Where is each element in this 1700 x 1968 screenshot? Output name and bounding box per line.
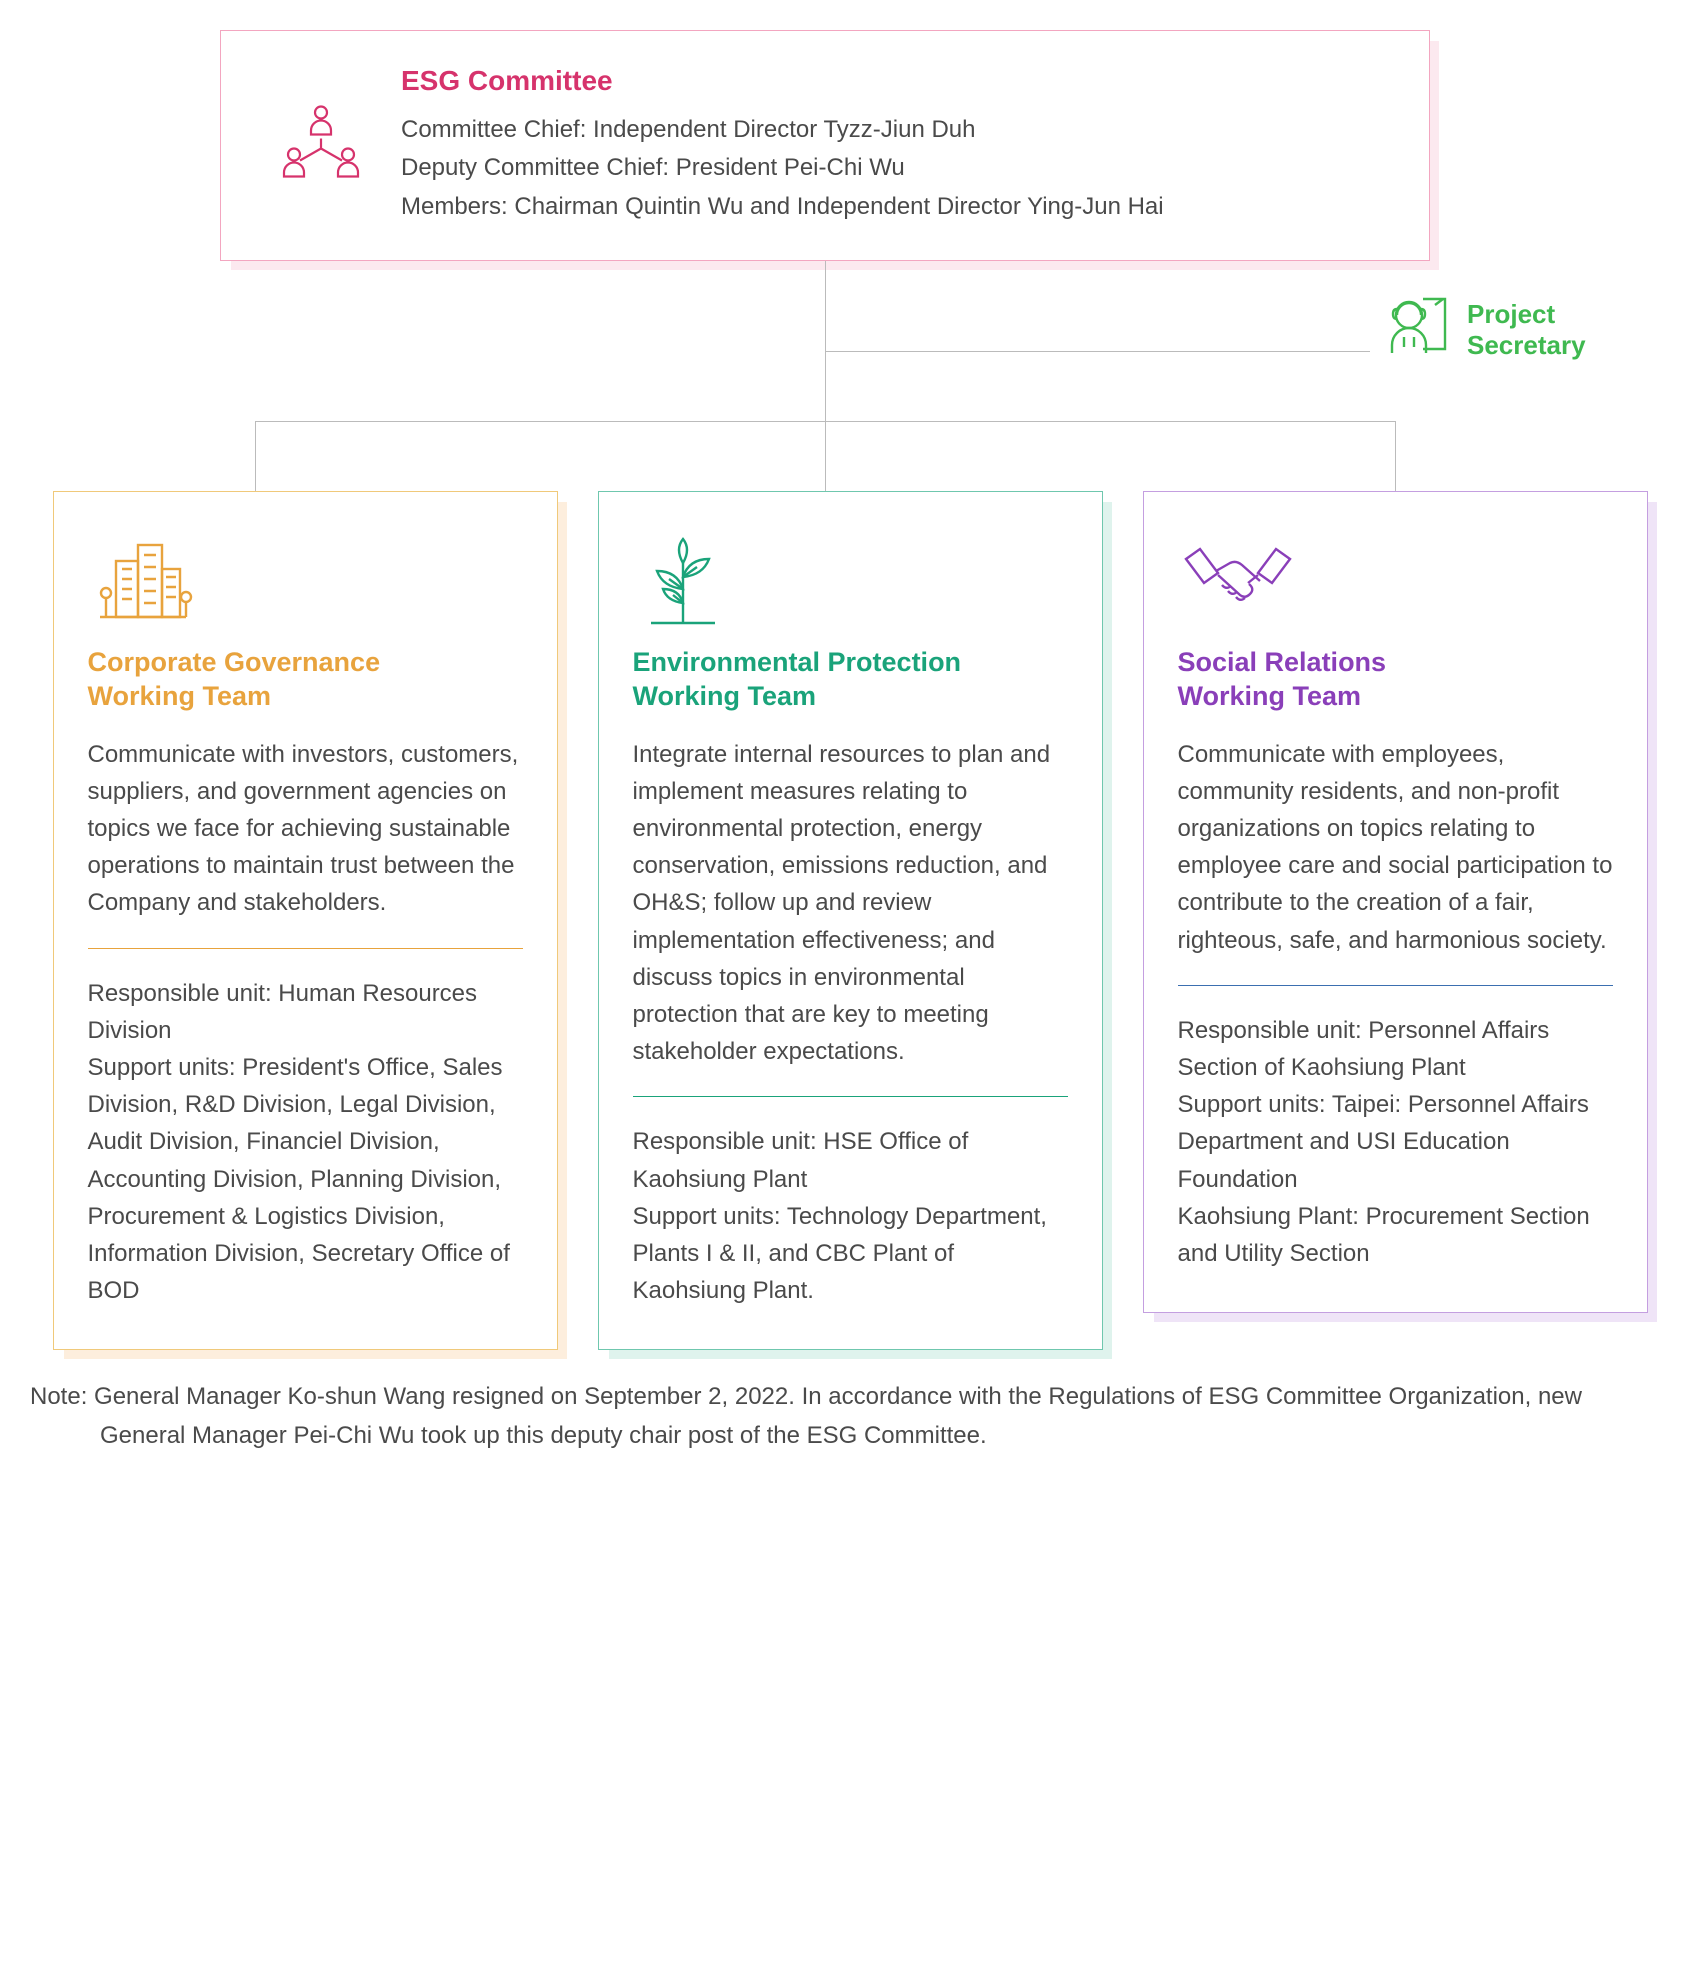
team-title-line2: Working Team (633, 681, 817, 711)
team-title-line1: Social Relations (1178, 647, 1387, 677)
committee-box: ESG Committee Committee Chief: Independe… (220, 30, 1430, 261)
team-title-line2: Working Team (88, 681, 272, 711)
team-divider (633, 1096, 1068, 1097)
team-support-extra: Kaohsiung Plant: Procurement Section and… (1178, 1198, 1613, 1272)
team-title-line1: Corporate Governance (88, 647, 381, 677)
committee-chief: Committee Chief: Independent Director Ty… (401, 111, 1379, 149)
committee-deputy: Deputy Committee Chief: President Pei-Ch… (401, 149, 1379, 187)
team-responsible: Responsible unit: Human Resources Divisi… (88, 975, 523, 1049)
team-card-social: Social Relations Working Team Communicat… (1143, 491, 1648, 1313)
team-card-environment: Environmental Protection Working Team In… (598, 491, 1103, 1350)
team-title: Corporate Governance Working Team (88, 646, 523, 714)
connector-line (825, 351, 1370, 352)
committee-title: ESG Committee (401, 65, 1379, 97)
team-support: Support units: Technology Department, Pl… (633, 1198, 1068, 1310)
team-divider (88, 948, 523, 949)
connector-area: Project Secretary (30, 261, 1670, 491)
team-description: Integrate internal resources to plan and… (633, 736, 1068, 1071)
org-people-icon (276, 98, 366, 193)
team-description: Communicate with employees, community re… (1178, 736, 1613, 959)
connector-line (1395, 421, 1396, 491)
handshake-icon (1178, 530, 1613, 630)
team-title-line2: Working Team (1178, 681, 1362, 711)
team-title-line1: Environmental Protection (633, 647, 962, 677)
team-responsible: Responsible unit: HSE Office of Kaohsiun… (633, 1123, 1068, 1197)
teams-row: Corporate Governance Working Team Commun… (30, 491, 1670, 1350)
connector-line (825, 261, 826, 351)
team-title: Environmental Protection Working Team (633, 646, 1068, 714)
team-description: Communicate with investors, customers, s… (88, 736, 523, 922)
footnote: Note: General Manager Ko-shun Wang resig… (30, 1378, 1670, 1455)
connector-line (255, 421, 256, 491)
plant-icon (633, 530, 1068, 630)
team-responsible: Responsible unit: Personnel Affairs Sect… (1178, 1012, 1613, 1086)
secretary-label-1: Project (1467, 299, 1586, 330)
buildings-icon (88, 530, 523, 630)
team-title: Social Relations Working Team (1178, 646, 1613, 714)
org-chart: ESG Committee Committee Chief: Independe… (30, 30, 1670, 1455)
secretary-label-2: Secretary (1467, 330, 1586, 361)
secretary-icon (1375, 291, 1453, 369)
team-card-governance: Corporate Governance Working Team Commun… (53, 491, 558, 1350)
team-support: Support units: Taipei: Personnel Affairs… (1178, 1086, 1613, 1198)
team-support: Support units: President's Office, Sales… (88, 1049, 523, 1309)
connector-line (825, 421, 826, 491)
team-divider (1178, 985, 1613, 986)
project-secretary: Project Secretary (1375, 291, 1586, 369)
committee-members: Members: Chairman Quintin Wu and Indepen… (401, 188, 1379, 226)
connector-line (825, 351, 826, 421)
